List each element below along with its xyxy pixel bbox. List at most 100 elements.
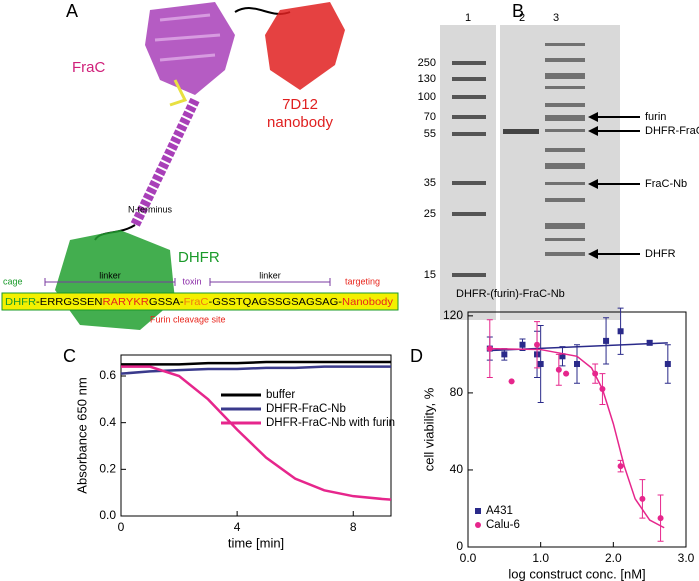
y-tick-label: 120 bbox=[443, 308, 463, 322]
sequence-part: GSSA- bbox=[149, 296, 184, 308]
lane-label: 3 bbox=[553, 12, 559, 24]
ladder-band bbox=[452, 95, 486, 99]
point bbox=[646, 339, 653, 346]
x-axis-label: time [min] bbox=[228, 535, 284, 550]
line bbox=[121, 365, 392, 501]
point bbox=[592, 370, 599, 377]
x-tick-label: 0 bbox=[118, 520, 125, 534]
region: linker bbox=[99, 270, 121, 280]
x-tick-label: 1.0 bbox=[532, 551, 549, 565]
ladder-band bbox=[452, 212, 486, 216]
point bbox=[563, 370, 570, 377]
point bbox=[617, 328, 624, 335]
band bbox=[545, 148, 585, 152]
bands: 1 2 3 250 130 100 70 55 35 25 15 furin DHFR-FraC-Nb F… bbox=[418, 12, 699, 281]
frac-sheets bbox=[154, 13, 221, 62]
panel-letter: A bbox=[66, 1, 78, 21]
lane-label: 2 bbox=[519, 12, 525, 24]
legend-label: Calu-6 bbox=[486, 519, 520, 531]
ladder-band bbox=[452, 181, 486, 185]
y-axis-label: Absorbance 650 nm bbox=[74, 377, 89, 493]
band bbox=[545, 223, 585, 229]
label: nanobody bbox=[267, 114, 333, 131]
ladder-band bbox=[452, 77, 486, 81]
band bbox=[545, 115, 585, 121]
point bbox=[501, 351, 508, 358]
point bbox=[519, 341, 526, 348]
construct-bar bbox=[1, 292, 399, 311]
site-label: Furin cleavage site bbox=[150, 314, 226, 324]
legend-label: buffer bbox=[266, 389, 295, 401]
point bbox=[599, 386, 606, 393]
sequence-part: Nanobody bbox=[342, 296, 394, 308]
region: targeting bbox=[345, 276, 380, 286]
panel-letter: B bbox=[512, 1, 524, 21]
marker-label: 70 bbox=[424, 111, 436, 123]
plot-frame bbox=[467, 311, 687, 548]
ladder-band bbox=[452, 273, 486, 277]
arrow-head bbox=[588, 126, 598, 136]
arrow-head bbox=[588, 179, 598, 189]
sequence-part: FraC bbox=[184, 296, 209, 308]
band bbox=[545, 58, 585, 62]
lane-label: 1 bbox=[465, 12, 471, 24]
marker-label: 55 bbox=[424, 128, 436, 140]
sequence-part: RARYKR bbox=[103, 296, 150, 308]
y-tick-label: 40 bbox=[450, 462, 464, 476]
x-axis-label: log construct conc. [nM] bbox=[508, 566, 645, 581]
panel-letter: C bbox=[63, 346, 76, 366]
chart-title: DHFR-(furin)-FraC-Nb bbox=[456, 288, 565, 300]
band bbox=[545, 86, 585, 89]
band-label: DHFR-FraC-Nb bbox=[645, 125, 699, 137]
legend-label: A431 bbox=[486, 505, 513, 517]
band-label: FraC-Nb bbox=[645, 178, 687, 190]
ladder-band bbox=[452, 61, 486, 65]
band bbox=[545, 198, 585, 202]
point bbox=[639, 495, 646, 502]
panel-letter: D bbox=[410, 346, 423, 366]
x-tick-label: 2.0 bbox=[605, 551, 622, 565]
point bbox=[664, 361, 671, 368]
ladder-band bbox=[452, 115, 486, 119]
y-tick-label: 0.0 bbox=[99, 508, 116, 522]
chart: 0.0 1.0 2.0 3.0 0 40 80 120 D DHFR-(furin)-FraC-N… bbox=[410, 288, 695, 581]
band bbox=[545, 103, 585, 107]
point bbox=[657, 515, 664, 522]
region: toxin bbox=[182, 276, 201, 286]
marker-label: 100 bbox=[418, 91, 436, 103]
plot-frame bbox=[120, 354, 392, 517]
point bbox=[508, 378, 515, 385]
band bbox=[545, 238, 585, 241]
y-tick-label: 80 bbox=[450, 385, 464, 399]
panel-a: A FraC 7D12 nanobody N-terminus DHFR cag… bbox=[1, 1, 399, 330]
legend-label: DHFR-FraC-Nb bbox=[266, 403, 346, 415]
label: N-terminus bbox=[128, 204, 173, 214]
arrow-head bbox=[588, 112, 598, 122]
sequence-part: DHFR bbox=[5, 296, 36, 308]
sequence-part: -ERRGSSEN bbox=[36, 296, 102, 308]
band-label: DHFR bbox=[645, 248, 676, 260]
band bbox=[545, 252, 585, 256]
nanobody-structure bbox=[265, 2, 345, 90]
y-tick-label: 0 bbox=[456, 539, 463, 553]
y-tick-label: 0.2 bbox=[99, 462, 116, 476]
point bbox=[603, 337, 610, 344]
line bbox=[121, 360, 391, 366]
band bbox=[503, 129, 539, 134]
panel-b: B 1 2 3 250 130 100 70 55 35 25 15 furin DHFR-FraC-N… bbox=[418, 1, 699, 320]
ligand bbox=[169, 79, 188, 107]
gel-divider bbox=[496, 25, 500, 320]
line bbox=[120, 365, 391, 375]
x-tick-label: 8 bbox=[350, 520, 357, 534]
label: 7D12 bbox=[282, 96, 318, 113]
sequence: DHFR -ERRGSSEN RARYKR GSSA- FraC -GSSTQAGSSGS… bbox=[5, 296, 394, 308]
legend-label: DHFR-FraC-Nb with furin bbox=[266, 417, 395, 429]
region: cage bbox=[3, 276, 23, 286]
arrow-head bbox=[588, 249, 598, 259]
x-tick-label: 4 bbox=[234, 520, 241, 534]
point bbox=[537, 361, 544, 368]
marker-label: 15 bbox=[424, 269, 436, 281]
